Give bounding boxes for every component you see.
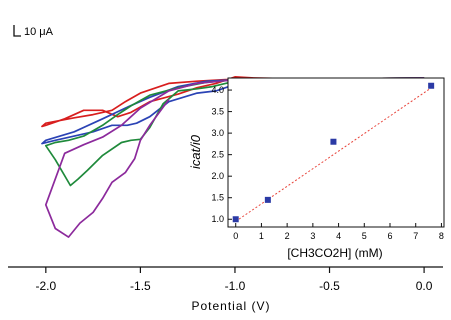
data-point: [264, 196, 271, 203]
fit-line: [235, 87, 432, 222]
inset-y-ticks: 1.0 1.5 2.0 2.5 3.0 3.5 4.0: [211, 85, 232, 224]
inset-x-tick-label: 3: [310, 231, 315, 241]
x-tick-label: -1.0: [225, 279, 246, 293]
inset-y-tick-label: 2.0: [211, 171, 224, 181]
inset-x-title-text: [CH3CO2H] (mM): [287, 246, 382, 260]
inset-y-tick-label: 4.0: [211, 85, 224, 95]
data-point: [428, 82, 435, 89]
inset-points: [232, 82, 435, 223]
data-point: [232, 216, 239, 223]
inset-x-tick-label: 5: [362, 231, 367, 241]
inset-fit-line: [235, 87, 432, 222]
inset-x-tick-label: 8: [439, 231, 444, 241]
x-tick-label: -2.0: [35, 279, 56, 293]
inset-x-tick-label: 6: [387, 231, 392, 241]
inset-x-tick-label: 7: [413, 231, 418, 241]
inset-x-tick-label: 4: [336, 231, 341, 241]
inset-plot: 0 1 2 3 4 5 6 7 8 1.0 1.5 2.0 2.5 3.0 3.5 4.0 [CH3CO2H…: [188, 77, 445, 260]
inset-y-tick-label: 3.0: [211, 128, 224, 138]
x-axis-ticks: -2.0 -1.5 -1.0 -0.5 0.0: [35, 267, 433, 293]
inset-y-title: icat/i0: [188, 134, 203, 169]
x-tick-label: -0.5: [319, 279, 340, 293]
inset-y-tick-label: 1.5: [211, 193, 224, 203]
x-axis-title: Potential (V): [191, 299, 270, 313]
inset-x-title: [CH3CO2H] (mM): [287, 246, 382, 260]
inset-x-tick-label: 0: [233, 231, 238, 241]
inset-x-ticks: 0 1 2 3 4 5 6 7 8: [233, 223, 444, 241]
inset-x-tick-label: 2: [285, 231, 290, 241]
x-tick-label: -1.5: [130, 279, 151, 293]
scale-bar-label: 10 μA: [24, 26, 54, 38]
data-point: [330, 138, 337, 145]
inset-x-tick-label: 1: [259, 231, 264, 241]
inset-y-tick-label: 3.5: [211, 107, 224, 117]
inset-y-tick-label: 1.0: [211, 214, 224, 224]
scale-bar: [13, 25, 21, 37]
inset-y-tick-label: 2.5: [211, 150, 224, 160]
x-tick-label: 0.0: [416, 279, 433, 293]
